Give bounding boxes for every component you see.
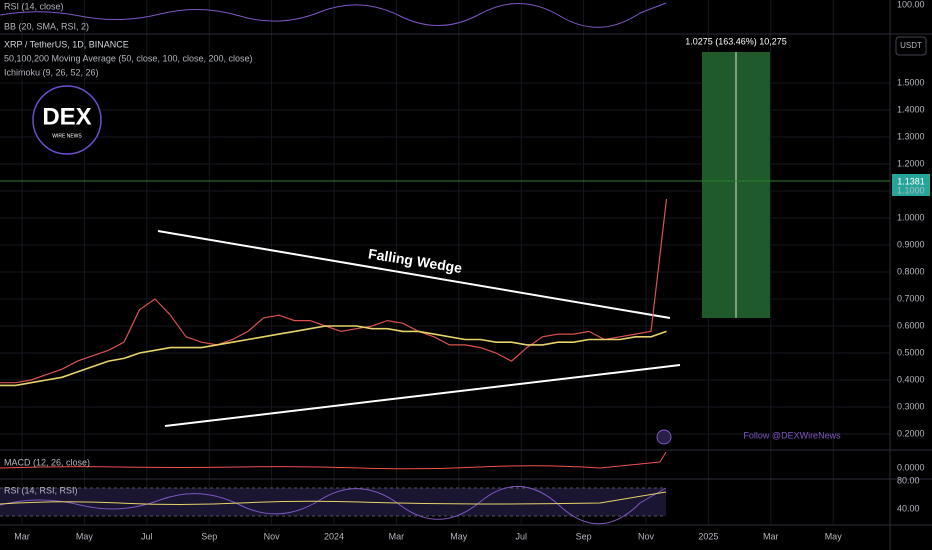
- x-tick-label: Sep: [201, 531, 217, 541]
- rsi-axis-label: 40.00: [897, 503, 920, 513]
- price-tag: [892, 174, 930, 196]
- x-tick-label: May: [76, 531, 94, 541]
- indicator-label: Ichimoku (9, 26, 52, 26): [4, 67, 99, 77]
- macd-label: MACD (12, 26, close): [4, 457, 90, 467]
- event-icon[interactable]: [656, 429, 672, 445]
- title: XRP / TetherUS, 1D, BINANCE: [4, 39, 129, 49]
- top-label: BB (20, SMA, RSI, 2): [4, 21, 89, 31]
- macd-axis-label: 0.0000: [897, 462, 925, 472]
- logo-circle: [32, 85, 102, 155]
- y-tick-label: 1.5000: [897, 77, 925, 87]
- rsi-ma: [0, 491, 667, 505]
- y-tick-label: 1.0000: [897, 212, 925, 222]
- rsi-line: [0, 486, 667, 525]
- y-tick-label: 1.4000: [897, 104, 925, 114]
- currency: USDT: [900, 41, 922, 50]
- y-tick-label: 0.8000: [897, 266, 925, 276]
- y-tick-label: 0.4000: [897, 374, 925, 384]
- top-axis-label: 100.00: [897, 0, 925, 9]
- x-tick-label: 2025: [698, 531, 718, 541]
- y-tick-label: 0.5000: [897, 347, 925, 357]
- y-tick-label: 1.1000: [897, 185, 925, 195]
- logo-text: DEX: [42, 103, 91, 130]
- follow-label: Follow @DEXWireNews: [743, 430, 841, 440]
- rsi-label: RSI (14, RSI, RSI): [4, 485, 78, 495]
- x-tick-label: Jul: [141, 531, 153, 541]
- x-tick-label: 2024: [324, 531, 344, 541]
- x-tick-label: May: [450, 531, 468, 541]
- x-tick-label: Mar: [763, 531, 779, 541]
- y-tick-label: 0.2000: [897, 428, 925, 438]
- y-tick-label: 1.2000: [897, 158, 925, 168]
- last-price: 1.1381: [897, 176, 925, 186]
- logo-sub: WIRE NEWS: [52, 133, 82, 139]
- y-tick-label: 0.9000: [897, 239, 925, 249]
- x-tick-label: Jul: [515, 531, 527, 541]
- y-tick-label: 0.7000: [897, 293, 925, 303]
- x-tick-label: Nov: [264, 531, 281, 541]
- x-tick-label: Sep: [576, 531, 592, 541]
- y-tick-label: 0.3000: [897, 401, 925, 411]
- top-rsi-line: [0, 2, 667, 28]
- macd-line: [0, 451, 667, 470]
- x-tick-label: May: [825, 531, 843, 541]
- wedge-lower: [164, 364, 681, 427]
- rsi-axis-label: 80.00: [897, 475, 920, 485]
- price-line: [0, 325, 667, 387]
- y-tick-label: 0.6000: [897, 320, 925, 330]
- target-label: 1.0275 (163.46%) 10,275: [685, 36, 787, 46]
- currency-button[interactable]: [895, 36, 927, 56]
- price-line: [0, 199, 668, 384]
- x-tick-label: Mar: [389, 531, 405, 541]
- top-label: RSI (14, close): [4, 1, 64, 11]
- wedge-upper: [157, 230, 671, 319]
- indicator-label: 50,100,200 Moving Average (50, close, 10…: [4, 53, 253, 63]
- y-tick-label: 1.3000: [897, 131, 925, 141]
- x-tick-label: Mar: [14, 531, 30, 541]
- x-tick-label: Nov: [638, 531, 655, 541]
